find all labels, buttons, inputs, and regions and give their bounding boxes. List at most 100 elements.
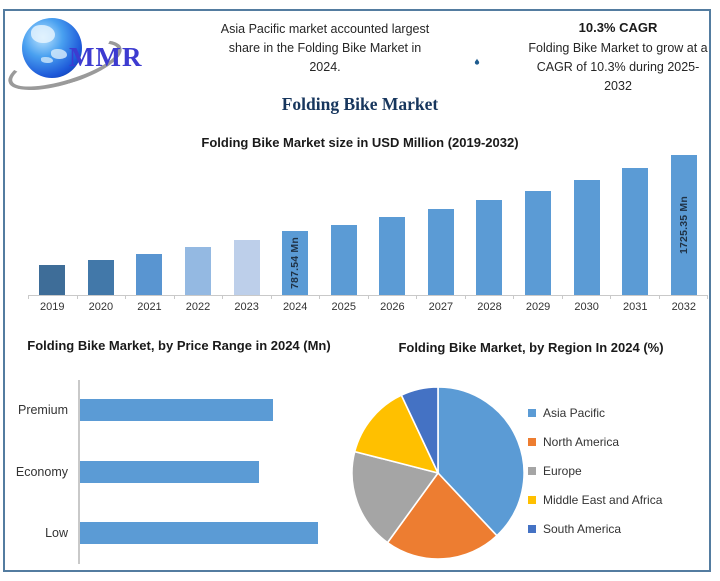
- axis-tick: [466, 296, 514, 299]
- legend-item-south-america: South America: [528, 514, 662, 543]
- bar-2021: [136, 254, 163, 295]
- x-axis-label: 2028: [477, 301, 502, 313]
- pie-slice-south-america: [400, 386, 439, 474]
- axis-tick: [563, 296, 611, 299]
- x-axis-label: 2029: [525, 301, 551, 313]
- bar-2022: [185, 247, 212, 295]
- flame-icon: [470, 46, 484, 65]
- bar-slot: [222, 152, 271, 295]
- x-axis-label: 2032: [671, 301, 697, 313]
- bar-slot: 1725.35 Mn: [660, 152, 709, 295]
- legend-item-asia-pacific: Asia Pacific: [528, 398, 662, 427]
- x-axis-label: 2026: [380, 301, 405, 313]
- legend-marker: [528, 466, 536, 475]
- legend-label: Europe: [543, 463, 582, 478]
- bar-slot: [562, 152, 611, 295]
- bar-slot: [319, 152, 368, 295]
- bar-low: [80, 522, 318, 544]
- x-axis-label: 2024: [282, 301, 308, 313]
- bar-slot: [125, 152, 174, 295]
- x-axis-label: 2019: [40, 301, 65, 313]
- bar-2027: [427, 209, 454, 295]
- bar-value-label: 787.54 Mn: [289, 237, 302, 290]
- bar-premium: [80, 399, 273, 421]
- market-size-xlabels: 2019 2020 2021 2022 2023 2024 2025 2026 2027 2028…: [28, 301, 708, 313]
- x-axis-label: 2021: [137, 301, 162, 313]
- legend-label: Asia Pacific: [543, 405, 606, 420]
- page-border-frame: [3, 9, 711, 572]
- market-size-ticks: [28, 296, 708, 299]
- globe-icon: [22, 18, 82, 78]
- bar-2028: [476, 200, 503, 295]
- x-axis-label: 2023: [234, 301, 259, 313]
- legend-label: Middle East and Africa: [543, 492, 663, 507]
- legend-marker: [528, 495, 536, 504]
- bar-slot: [611, 152, 660, 295]
- legend-item-europe: Europe: [528, 456, 662, 485]
- market-size-plot: 787.54 Mn 1725.35 Mn: [28, 152, 708, 296]
- bar-slot: [417, 152, 466, 295]
- legend-label: North America: [543, 434, 620, 449]
- cagr-heading: 10.3% CAGR: [578, 20, 658, 35]
- mmr-logo: MMR: [3, 14, 164, 101]
- bar-2030: [573, 179, 600, 295]
- bar-slot: [77, 152, 126, 295]
- axis-tick: [78, 296, 126, 299]
- axis-tick: [417, 296, 466, 299]
- axis-tick: [175, 296, 223, 299]
- axis-tick: [320, 296, 369, 299]
- x-axis-label: 2030: [574, 301, 599, 313]
- legend-marker: [528, 408, 536, 417]
- pie-slice-europe: [351, 450, 440, 544]
- category-label-low: Low: [45, 526, 68, 540]
- bar-2032: 1725.35 Mn: [670, 155, 697, 295]
- lightning-icon: [172, 36, 187, 62]
- pie-slice-middle-east-and-africa: [353, 394, 440, 475]
- axis-tick: [272, 296, 320, 299]
- flame-badge: [438, 33, 516, 85]
- category-label-premium: Premium: [17, 403, 68, 417]
- axis-tick: [660, 296, 708, 299]
- bar-value-label: 1725.35 Mn: [677, 195, 690, 255]
- asia-pacific-highlight: Asia Pacific market accounted largest sh…: [220, 22, 430, 74]
- cagr-detail: Folding Bike Market to grow at a CAGR of…: [528, 41, 708, 93]
- region-chart-title: Folding Bike Market, by Region In 2024 (…: [398, 340, 664, 355]
- legend-marker: [528, 437, 536, 446]
- bar-slot: [368, 152, 417, 295]
- bar-slot: [465, 152, 514, 295]
- bar-slot: 787.54 Mn: [271, 152, 320, 295]
- x-axis-label: 2020: [88, 301, 114, 313]
- bar-2029: [525, 190, 552, 295]
- bar-2025: [330, 224, 357, 295]
- pie-slice-north-america: [386, 471, 499, 560]
- x-axis-label: 2027: [428, 301, 454, 313]
- legend-marker: [528, 524, 536, 533]
- bar-slot: [174, 152, 223, 295]
- axis-tick: [369, 296, 417, 299]
- x-axis-label: 2031: [622, 301, 648, 313]
- market-size-chart: 787.54 Mn 1725.35 Mn 2019 2020 2021 2022 2023…: [28, 152, 708, 322]
- price-range-chart: Folding Bike Market, by Price Range in 2…: [10, 334, 348, 572]
- x-axis-label: 2022: [185, 301, 211, 313]
- x-axis-label: 2025: [331, 301, 356, 313]
- bar-2026: [379, 217, 406, 295]
- logo-text: MMR: [69, 42, 143, 72]
- legend-item-north-america: North America: [528, 427, 662, 456]
- price-range-chart-title: Folding Bike Market, by Price Range in 2…: [27, 338, 331, 353]
- legend-item-middle-east-and-africa: Middle East and Africa: [528, 485, 662, 514]
- bar-economy: [80, 461, 259, 483]
- legend-label: South America: [543, 521, 622, 536]
- category-label-economy: Economy: [15, 465, 68, 479]
- bar-slot: [514, 152, 563, 295]
- bar-2020: [87, 260, 114, 295]
- price-range-axis: [78, 380, 80, 564]
- region-legend: Asia Pacific North America Europe Middle Ea…: [528, 398, 662, 543]
- bar-slot: [28, 152, 77, 295]
- axis-tick: [514, 296, 563, 299]
- axis-tick: [223, 296, 272, 299]
- cagr-block: 10.3% CAGR Folding Bike Market to grow a…: [524, 20, 712, 95]
- region-pie: [351, 386, 525, 560]
- axis-tick: [611, 296, 660, 299]
- pie-slice-asia-pacific: [437, 386, 525, 537]
